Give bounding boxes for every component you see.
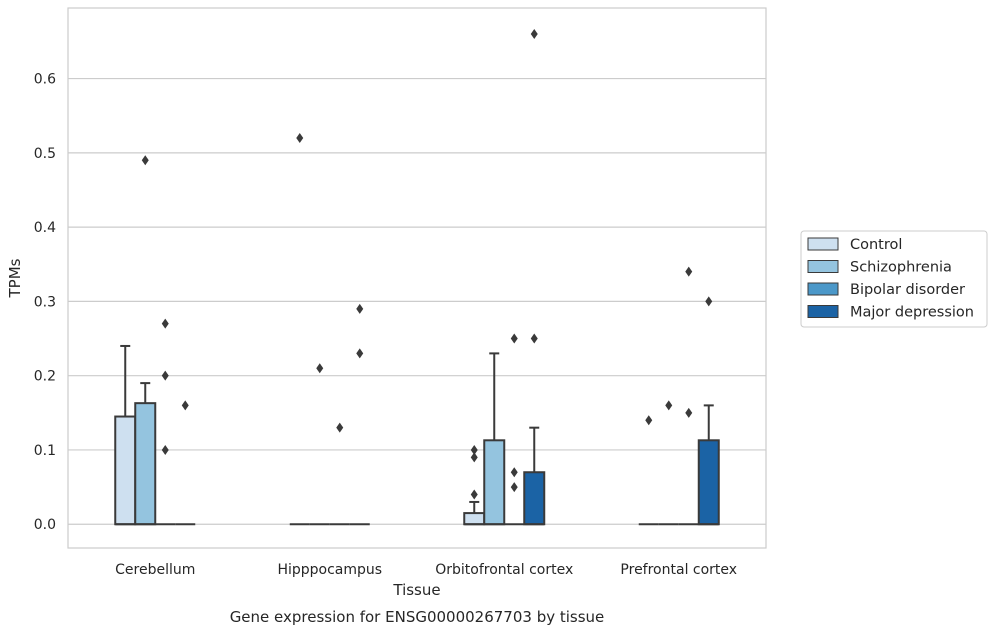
box-major-depression bbox=[523, 28, 546, 526]
outlier-point bbox=[161, 318, 169, 329]
x-tick-label: Orbitofrontal cortex bbox=[435, 562, 573, 578]
legend-label: Major depression bbox=[850, 305, 974, 321]
outlier-point bbox=[470, 452, 478, 463]
legend-swatch bbox=[807, 305, 839, 318]
legend-label: Schizophrenia bbox=[850, 260, 952, 276]
box-marks bbox=[114, 28, 720, 526]
legend-swatch bbox=[807, 260, 839, 273]
outlier-point bbox=[530, 333, 538, 344]
box-body bbox=[483, 439, 506, 526]
outlier-point bbox=[530, 28, 538, 39]
box-bipolar-disorder bbox=[504, 333, 525, 526]
legend-frame bbox=[800, 230, 988, 328]
outlier-point bbox=[510, 482, 518, 493]
box-body bbox=[463, 512, 486, 526]
box-control bbox=[289, 132, 310, 526]
box-schizophrenia bbox=[658, 400, 679, 526]
y-tick-label: 0.6 bbox=[34, 72, 56, 88]
outlier-point bbox=[356, 348, 364, 359]
box-control bbox=[638, 415, 659, 526]
y-tick-label: 0.2 bbox=[34, 369, 56, 385]
outlier-point bbox=[296, 132, 304, 143]
y-tick-labels: 0.0 0.1 0.2 0.3 0.4 0.5 0.6 bbox=[34, 72, 56, 534]
box-bipolar-disorder bbox=[678, 266, 699, 526]
box-control bbox=[114, 344, 137, 526]
box-body bbox=[697, 439, 720, 526]
x-tick-label: Prefrontal cortex bbox=[620, 562, 737, 578]
box-schizophrenia bbox=[309, 363, 330, 526]
y-tick-label: 0.4 bbox=[34, 220, 56, 236]
box-schizophrenia bbox=[483, 352, 506, 526]
box-body bbox=[134, 402, 157, 526]
y-tick-label: 0.3 bbox=[34, 294, 56, 310]
box-control bbox=[463, 444, 486, 526]
outlier-point bbox=[685, 407, 693, 418]
y-gridlines bbox=[68, 77, 766, 525]
plot-frame bbox=[67, 7, 767, 549]
legend-label: Bipolar disorder bbox=[850, 282, 965, 298]
y-tick-label: 0.0 bbox=[34, 517, 56, 533]
y-axis-label: TPMs bbox=[6, 258, 24, 298]
outlier-point bbox=[161, 370, 169, 381]
x-axis-label: Tissue bbox=[392, 581, 440, 599]
outlier-point bbox=[336, 422, 344, 433]
y-tick-label: 0.5 bbox=[34, 146, 56, 162]
outlier-point bbox=[645, 415, 653, 426]
y-tick-label: 0.1 bbox=[34, 443, 56, 459]
outlier-point bbox=[356, 303, 364, 314]
chart-caption: Gene expression for ENSG00000267703 by t… bbox=[230, 608, 605, 626]
outlier-point bbox=[181, 400, 189, 411]
box-bipolar-disorder bbox=[155, 318, 176, 526]
legend: Control Schizophrenia Bipolar disorder Majo… bbox=[800, 230, 988, 328]
box-body bbox=[114, 415, 137, 526]
x-tick-labels: Cerebellum Hipppocampus Orbitofrontal cort… bbox=[115, 562, 737, 578]
legend-label: Control bbox=[850, 237, 902, 253]
legend-swatch bbox=[807, 237, 839, 251]
legend-swatch bbox=[807, 282, 839, 296]
outlier-point bbox=[510, 333, 518, 344]
x-tick-label: Cerebellum bbox=[115, 562, 195, 578]
outlier-point bbox=[470, 444, 478, 455]
outlier-point bbox=[665, 400, 673, 411]
outlier-point bbox=[705, 296, 713, 307]
outlier-point bbox=[161, 444, 169, 455]
outlier-point bbox=[141, 155, 149, 166]
box-schizophrenia bbox=[134, 155, 157, 526]
box-major-depression bbox=[349, 303, 370, 526]
outlier-point bbox=[510, 467, 518, 478]
x-tick-label: Hipppocampus bbox=[277, 562, 382, 578]
box-body bbox=[523, 471, 546, 526]
outlier-point bbox=[470, 489, 478, 500]
box-bipolar-disorder bbox=[329, 422, 350, 526]
outlier-point bbox=[685, 266, 693, 277]
outlier-point bbox=[316, 363, 324, 374]
box-major-depression bbox=[175, 400, 196, 526]
box-major-depression bbox=[697, 296, 720, 526]
